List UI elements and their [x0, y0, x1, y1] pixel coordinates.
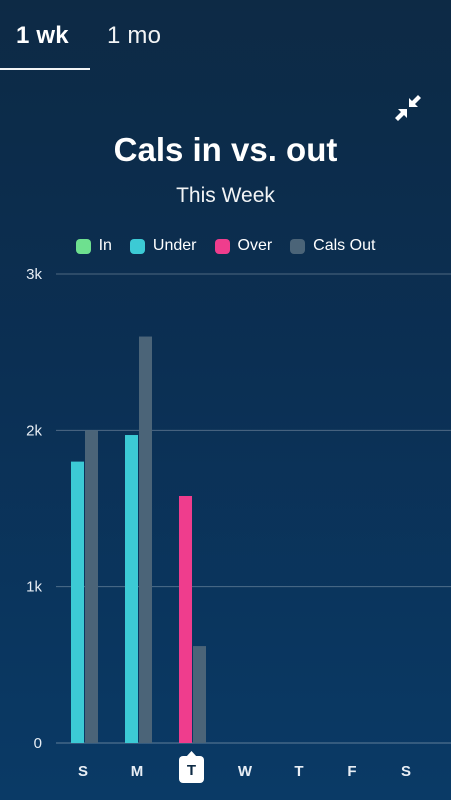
y-tick-label: 2k	[26, 422, 42, 439]
legend-label-cals-out: Cals Out	[313, 237, 376, 254]
active-tab-indicator	[0, 68, 90, 70]
tab-1-month[interactable]: 1 mo	[107, 22, 162, 49]
calories-bar-chart: 0 1k 2k 3k S M T W T F S	[26, 266, 451, 783]
timeframe-tabs: 1 wk 1 mo	[0, 0, 451, 72]
legend-swatch-under	[129, 238, 145, 254]
chart-legend: In Under Over Cals Out	[0, 233, 451, 259]
chart-title: Cals in vs. out	[113, 131, 338, 168]
tab-1-week[interactable]: 1 wk	[16, 22, 69, 49]
y-tick-label: 1k	[26, 579, 42, 596]
legend-swatch-cals-out	[290, 238, 306, 254]
bar-cals-in	[71, 461, 84, 743]
x-tick-label-today: T	[187, 762, 196, 779]
bar-cals-out	[139, 336, 152, 743]
legend-label-under: Under	[152, 237, 197, 254]
x-tick-label: S	[401, 763, 411, 780]
chart-subtitle: This Week	[176, 184, 275, 207]
x-tick-label: T	[294, 763, 303, 780]
legend-item-cals-out: Cals Out	[290, 237, 375, 255]
today-badge	[179, 756, 204, 783]
bar-cals-out	[85, 430, 98, 743]
bar-cals-in	[179, 495, 192, 743]
legend-swatch-over	[214, 238, 230, 254]
y-tick-label: 3k	[26, 266, 42, 283]
today-badge-pointer	[186, 751, 197, 757]
x-tick-label: F	[347, 763, 356, 780]
legend-item-over: Over	[214, 237, 273, 255]
x-tick-label: M	[131, 763, 144, 780]
collapse-arrows-icon[interactable]	[392, 92, 424, 124]
x-tick-label: W	[238, 763, 253, 780]
legend-item-under: Under	[129, 237, 197, 255]
y-tick-label: 0	[34, 735, 42, 752]
x-tick-label: S	[78, 763, 88, 780]
legend-label-over: Over	[237, 237, 273, 254]
legend-swatch-in	[75, 238, 91, 254]
bar-cals-in	[125, 435, 138, 743]
legend-item-in: In	[75, 237, 112, 255]
bar-cals-out	[193, 646, 206, 743]
legend-label-in: In	[98, 237, 112, 254]
